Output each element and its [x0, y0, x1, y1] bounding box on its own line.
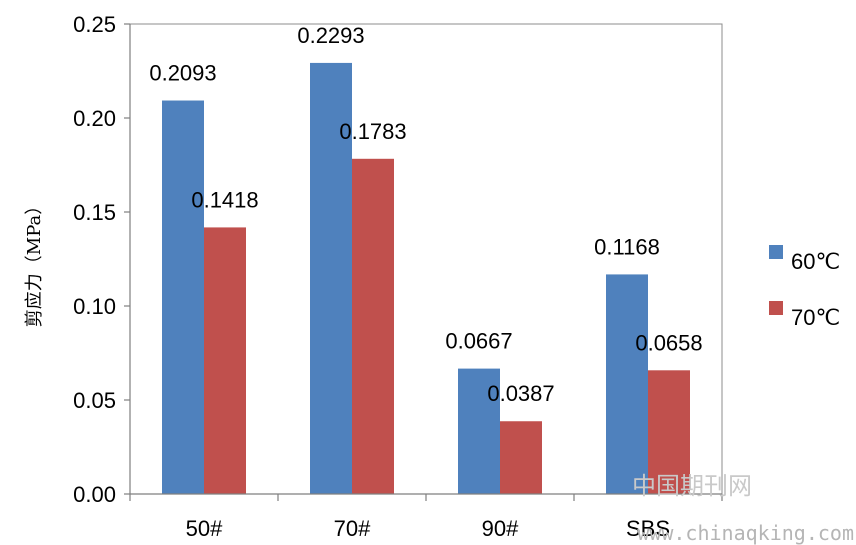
bar-series1-1	[162, 100, 204, 495]
data-label: 0.0667	[445, 329, 512, 354]
data-label: 0.0387	[487, 381, 554, 406]
data-label: 0.1168	[594, 234, 660, 259]
x-category-label: 50#	[186, 516, 223, 541]
bar-series1-3	[458, 368, 500, 494]
data-label: 0.2093	[149, 61, 216, 86]
bars	[162, 62, 690, 495]
data-label: 0.0658	[635, 330, 702, 355]
bar-series2-3	[500, 421, 542, 494]
legend: 60℃ 70℃	[769, 245, 840, 330]
y-tick-label: 0.15	[73, 200, 116, 225]
y-axis-title: 剪应力（MPa）	[24, 197, 45, 327]
legend-label: 60℃	[791, 249, 840, 274]
bar-series1-4	[606, 274, 648, 494]
x-category-label: 90#	[482, 516, 519, 541]
bar-series2-4	[648, 370, 690, 494]
legend-swatch	[769, 245, 783, 259]
axes: 0.00 0.05 0.10 0.15 0.20 0.25 50# 70# 90# SBS	[73, 12, 723, 541]
legend-swatch	[769, 301, 783, 315]
y-tick-label: 0.00	[73, 482, 116, 507]
y-tick-label: 0.20	[73, 106, 116, 131]
bar-series2-1	[204, 227, 246, 494]
bar-series2-2	[352, 158, 394, 494]
data-label: 0.1783	[339, 119, 406, 144]
data-label: 0.1418	[191, 187, 258, 212]
data-labels: 0.2093 0.1418 0.2293 0.1783 0.0667 0.0387 0.11…	[149, 23, 702, 406]
watermark-text: 中国期刊网	[632, 472, 752, 500]
watermark-url: www.chinaqking.com	[637, 521, 854, 545]
y-tick-label: 0.10	[73, 294, 116, 319]
y-tick-label: 0.05	[73, 388, 116, 413]
y-tick-label: 0.25	[73, 12, 116, 37]
watermark: 中国期刊网 www.chinaqking.com	[632, 472, 854, 545]
bar-series1-2	[310, 62, 352, 494]
x-category-label: 70#	[334, 516, 371, 541]
x-category-label: SBS	[626, 516, 670, 541]
legend-label: 70℃	[791, 305, 840, 330]
data-label: 0.2293	[297, 23, 364, 48]
